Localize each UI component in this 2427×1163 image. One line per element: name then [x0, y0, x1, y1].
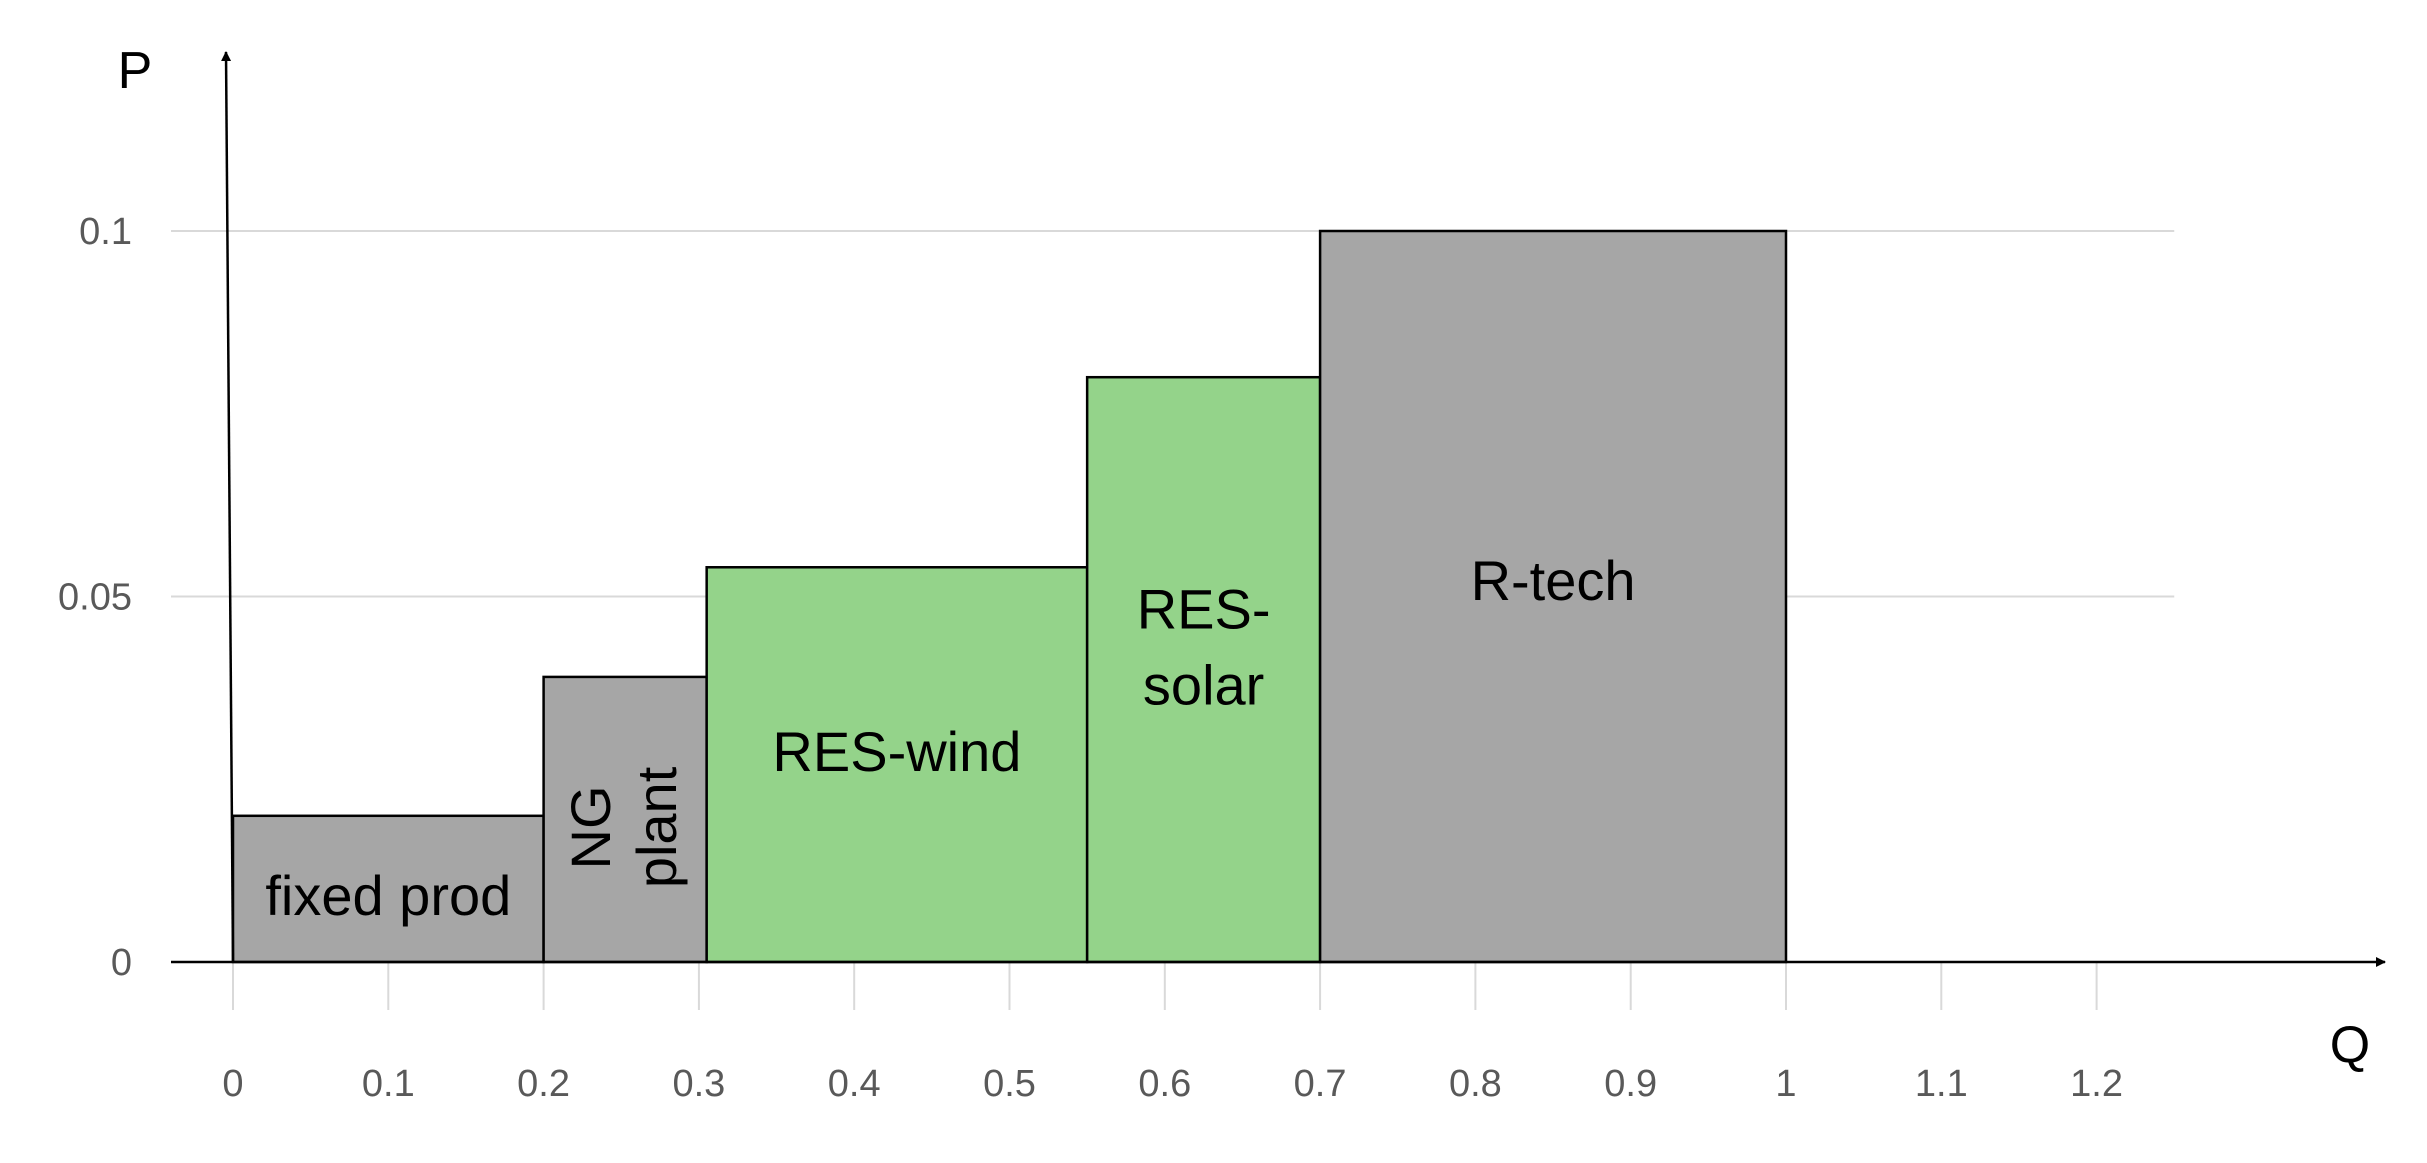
- x-axis-title: Q: [2330, 1016, 2370, 1074]
- x-tick-label: 0.8: [1449, 1063, 1502, 1105]
- x-tick-label: 0.2: [517, 1063, 570, 1105]
- x-tick-label: 0.9: [1604, 1063, 1657, 1105]
- x-tick-label: 0.4: [828, 1063, 881, 1105]
- x-tick-label: 0: [222, 1063, 243, 1105]
- x-tick-label: 1: [1775, 1063, 1796, 1105]
- tick-labels: 0 0.1 0.2 0.3 0.4 0.5 0.6 0.7 0.8 0.9 1 1.1 1.2 0 0.05…: [58, 211, 2123, 1105]
- block-res-wind: [705, 566, 1089, 964]
- x-tick-label: 1.1: [1915, 1063, 1968, 1105]
- x-tick-label: 0.6: [1138, 1063, 1191, 1105]
- block-label-res-solar: RES-: [1137, 577, 1271, 640]
- block-labels: fixed prod NG plant RES-wind RES-solar R-tech: [265, 549, 1635, 927]
- y-tick-label: 0: [111, 942, 132, 984]
- y-axis-line: [221, 51, 235, 963]
- y-tick-label: 0.1: [79, 211, 132, 253]
- block-label-r-tech: R-tech: [1471, 549, 1636, 612]
- y-axis-title: P: [118, 42, 153, 100]
- block-r-tech: [1318, 229, 1788, 964]
- x-tick-label: 0.7: [1294, 1063, 1347, 1105]
- block-label-fixed-prod: fixed prod: [265, 864, 511, 927]
- x-tick-label: 0.3: [672, 1063, 725, 1105]
- block-label-line: plant: [625, 766, 688, 888]
- axes: [171, 51, 2386, 967]
- x-tick-label: 0.5: [983, 1063, 1036, 1105]
- blocks: [231, 229, 1788, 964]
- y-tick-label: 0.05: [58, 577, 132, 619]
- block-res-solar: [1085, 375, 1322, 964]
- block-label-res-wind: RES-wind: [772, 720, 1021, 783]
- x-tick-label: 1.2: [2070, 1063, 2123, 1105]
- block-label-ng-plant: NG plant: [559, 766, 688, 888]
- block-label-line: NG: [559, 785, 622, 869]
- x-tick-label: 0.1: [362, 1063, 415, 1105]
- block-label-res-solar: solar: [1143, 653, 1264, 716]
- x-tick-marks: [232, 962, 2098, 1010]
